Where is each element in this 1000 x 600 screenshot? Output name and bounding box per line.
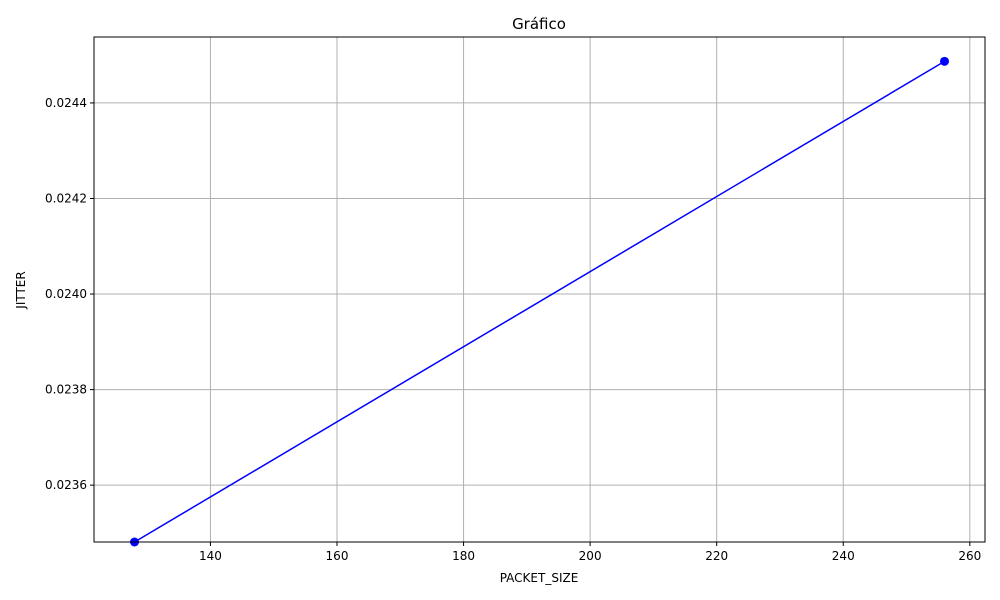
x-tick-label: 220 — [705, 549, 728, 563]
x-tick-label: 180 — [452, 549, 475, 563]
x-tick-label: 140 — [199, 549, 222, 563]
x-tick-label: 260 — [958, 549, 981, 563]
x-axis-label: PACKET_SIZE — [500, 571, 579, 585]
y-tick-label: 0.0238 — [45, 383, 87, 397]
x-axis-ticks: 140 160 180 200 220 240 260 — [199, 542, 981, 563]
y-axis-label: JITTER — [14, 271, 28, 309]
x-tick-label: 160 — [326, 549, 349, 563]
data-point — [940, 56, 949, 66]
chart-title: Gráfico — [512, 15, 566, 33]
x-tick-label: 240 — [832, 549, 855, 563]
y-tick-label: 0.0242 — [45, 191, 87, 205]
y-tick-label: 0.0240 — [45, 287, 87, 301]
plot-area-frame — [93, 36, 986, 543]
x-tick-label: 200 — [579, 549, 602, 563]
y-axis-ticks: 0.0236 0.0238 0.0240 0.0242 0.0244 — [45, 96, 94, 492]
series-line — [134, 60, 945, 543]
grid-lines — [94, 37, 985, 542]
y-tick-label: 0.0236 — [45, 478, 87, 492]
series-layer — [130, 56, 949, 547]
y-tick-label: 0.0244 — [45, 96, 87, 110]
